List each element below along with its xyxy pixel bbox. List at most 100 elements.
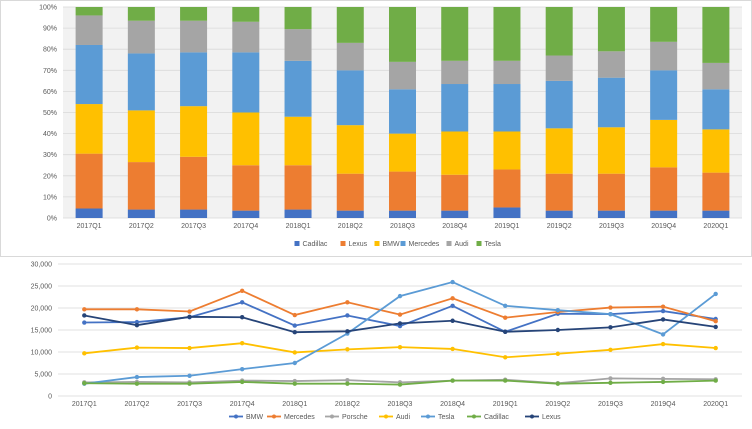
- bar-segment: [127, 53, 155, 111]
- bar-segment: [702, 210, 730, 218]
- data-point: [292, 381, 297, 386]
- data-point: [503, 355, 508, 360]
- bar-segment: [650, 119, 678, 168]
- bar-segment: [545, 173, 573, 211]
- legend-label: Mercedes: [284, 414, 315, 421]
- data-point: [608, 347, 613, 352]
- data-point: [134, 381, 140, 386]
- data-point: [713, 324, 718, 330]
- bar-segment: [650, 70, 678, 120]
- x-tick-label: 2018Q1: [282, 401, 307, 408]
- bar-segment: [232, 165, 260, 211]
- data-point: [82, 307, 87, 312]
- data-point: [450, 279, 455, 285]
- bar-segment: [441, 210, 469, 218]
- bar-segment: [702, 172, 730, 211]
- data-point: [345, 300, 350, 305]
- y-tick-label: 90%: [43, 26, 57, 33]
- data-point: [660, 376, 666, 382]
- bar-segment: [597, 210, 625, 218]
- y-tick-label: 70%: [43, 68, 57, 75]
- data-point: [292, 312, 297, 318]
- bar-segment: [127, 20, 155, 54]
- bar-segment: [232, 210, 260, 218]
- data-point: [450, 303, 455, 308]
- data-point: [345, 329, 350, 334]
- x-tick-label: 2020Q1: [703, 401, 728, 408]
- x-tick-label: 2019Q3: [599, 223, 624, 230]
- bar-segment: [75, 104, 103, 154]
- data-point: [397, 382, 403, 387]
- data-point: [608, 380, 613, 385]
- x-tick-label: 2017Q4: [233, 223, 258, 230]
- data-point: [134, 322, 140, 328]
- x-tick-label: 2019Q4: [651, 401, 676, 408]
- data-point: [82, 313, 87, 318]
- bar-segment: [545, 210, 573, 218]
- x-tick-label: 2018Q1: [286, 223, 311, 230]
- y-tick-label: 0%: [47, 216, 57, 223]
- bar-segment: [545, 7, 573, 56]
- data-point: [292, 350, 297, 355]
- bar-segment: [389, 171, 416, 211]
- bar-segment: [336, 70, 364, 126]
- x-tick-label: 2017Q4: [230, 401, 255, 408]
- data-point: [345, 347, 350, 352]
- data-point: [187, 345, 192, 351]
- data-point: [292, 323, 297, 328]
- x-tick-label: 2018Q4: [440, 401, 465, 408]
- data-point: [134, 307, 140, 312]
- bar-segment: [702, 62, 730, 90]
- data-point: [713, 291, 718, 297]
- bar-segment: [493, 207, 521, 218]
- data-point: [292, 330, 297, 335]
- data-point: [660, 308, 666, 314]
- x-tick-label: 2019Q2: [545, 401, 570, 408]
- data-point: [503, 315, 508, 320]
- data-point: [187, 314, 192, 319]
- bar-segment: [284, 29, 312, 61]
- data-point: [450, 346, 455, 352]
- bar-segment: [702, 129, 730, 173]
- data-point: [187, 373, 192, 378]
- y-tick-label: 0: [48, 394, 52, 401]
- data-point: [397, 312, 403, 317]
- data-point: [555, 327, 561, 333]
- bar-segment: [336, 42, 364, 71]
- data-point: [713, 378, 718, 383]
- legend-marker: [384, 414, 388, 419]
- data-point: [608, 311, 613, 317]
- bar-segment: [180, 20, 208, 53]
- legend-label: Cadillac: [484, 414, 509, 421]
- bar-segment: [127, 7, 155, 21]
- x-tick-label: 2017Q2: [129, 223, 154, 230]
- bar-segment: [545, 55, 573, 81]
- data-point: [345, 377, 350, 383]
- legend-label: Tesla: [485, 241, 501, 248]
- y-tick-label: 80%: [43, 47, 57, 54]
- data-point: [134, 345, 140, 350]
- bar-segment: [75, 208, 103, 218]
- bar-segment: [389, 210, 416, 218]
- data-point: [555, 351, 561, 356]
- x-tick-label: 2020Q1: [703, 223, 728, 230]
- x-tick-label: 2019Q1: [493, 401, 518, 408]
- legend-marker: [530, 414, 534, 419]
- data-point: [555, 308, 561, 313]
- y-tick-label: 10%: [43, 194, 57, 201]
- bar-segment: [336, 7, 364, 43]
- bar-segment: [702, 7, 730, 63]
- y-tick-label: 50%: [43, 110, 57, 117]
- y-tick-label: 10,000: [31, 350, 53, 357]
- legend-label: Tesla: [438, 414, 454, 421]
- data-point: [82, 381, 87, 386]
- bar-segment: [336, 210, 364, 218]
- data-point: [660, 332, 666, 337]
- bar-segment: [336, 125, 364, 174]
- bar-segment: [597, 173, 625, 211]
- y-tick-label: 15,000: [31, 328, 53, 335]
- bar-segment: [441, 131, 469, 175]
- data-point: [608, 305, 613, 310]
- x-tick-label: 2018Q2: [338, 223, 363, 230]
- bar-segment: [650, 7, 678, 42]
